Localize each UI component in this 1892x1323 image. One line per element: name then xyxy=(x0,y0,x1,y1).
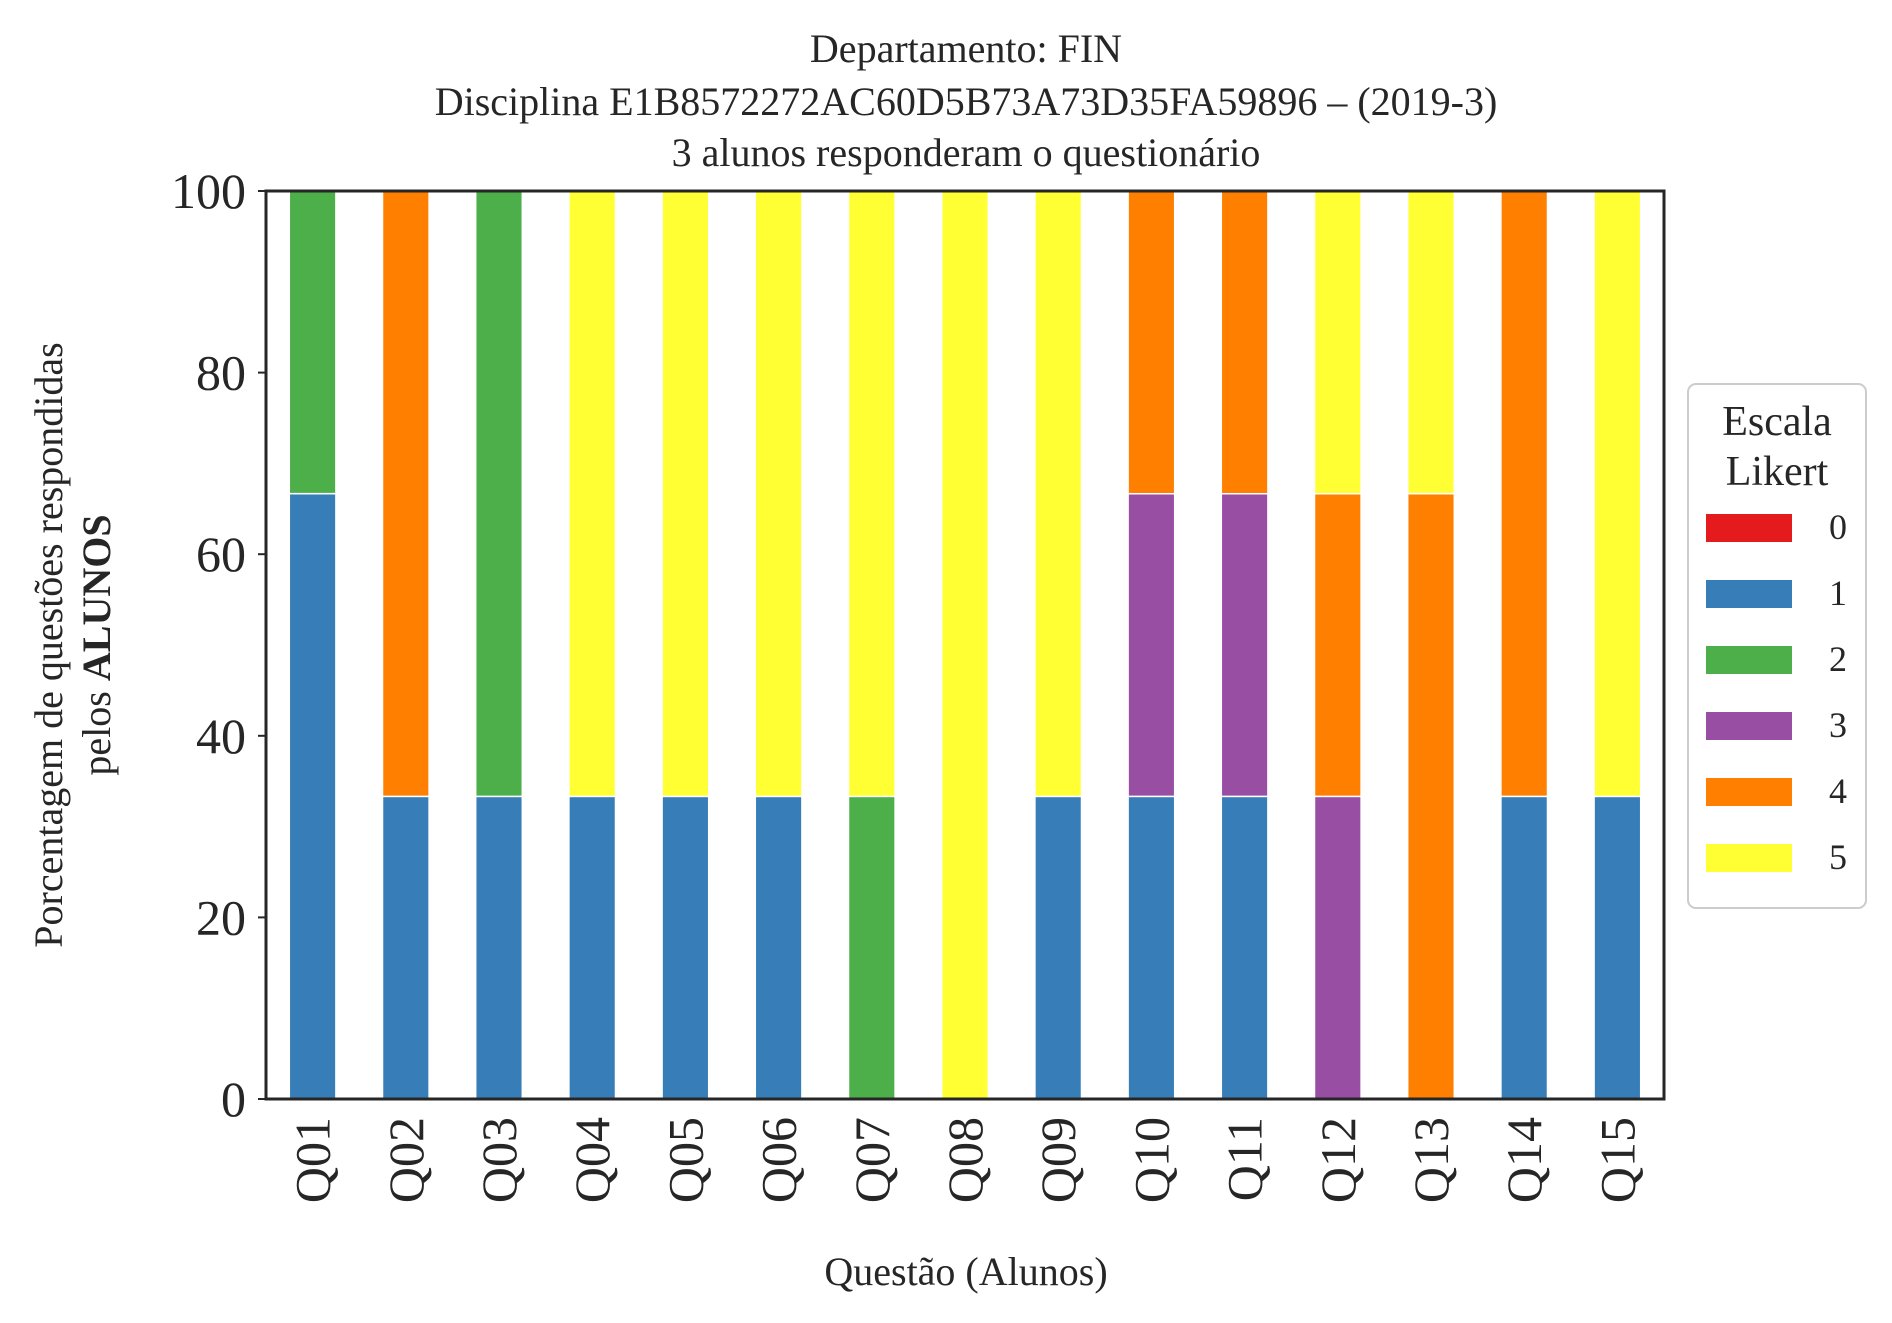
y-axis-ticks: 0 20 40 60 80 100 xyxy=(171,163,266,1127)
bar-q09-likert-5 xyxy=(1034,190,1083,798)
bar-q15-likert-5 xyxy=(1593,190,1642,798)
legend-label-0: 0 xyxy=(1829,507,1847,547)
bar-q13-likert-4 xyxy=(1406,492,1456,1100)
bar-q12-likert-3 xyxy=(1313,795,1362,1100)
x-tick-label-q07: Q07 xyxy=(844,1117,900,1203)
bar-q11-likert-3 xyxy=(1220,492,1269,798)
bar-q09-likert-1 xyxy=(1034,795,1083,1100)
bar-q07-likert-2 xyxy=(847,795,896,1100)
y-axis-label: Porcentagem de questões respondidas pelo… xyxy=(26,342,119,947)
legend-label-2: 2 xyxy=(1829,639,1847,679)
legend-items: 0 1 2 3 4 5 xyxy=(1706,507,1847,877)
x-tick-label-q06: Q06 xyxy=(751,1117,807,1203)
legend-swatch-4 xyxy=(1706,778,1792,806)
legend-label-5: 5 xyxy=(1829,837,1847,877)
x-tick-label-q09: Q09 xyxy=(1030,1117,1086,1203)
x-tick-label-q12: Q12 xyxy=(1310,1117,1366,1203)
bar-q08-likert-5 xyxy=(940,190,990,1100)
bar-q02-likert-1 xyxy=(381,795,430,1100)
y-axis-label-bold: ALUNOS xyxy=(74,514,119,681)
bar-q12-likert-5 xyxy=(1313,190,1362,495)
bar-q01-likert-1 xyxy=(288,492,337,1100)
plot-frame xyxy=(264,189,1666,1101)
x-axis-label: Questão (Alunos) xyxy=(824,1249,1107,1294)
legend-title-line-2: Likert xyxy=(1726,449,1829,495)
title-line-3: 3 alunos responderam o questionário xyxy=(672,130,1261,175)
bar-q07-likert-5 xyxy=(847,190,896,798)
bar-q04-likert-5 xyxy=(568,190,617,798)
bar-q15-likert-1 xyxy=(1593,795,1642,1100)
x-tick-label-q15: Q15 xyxy=(1589,1117,1645,1203)
x-tick-label-q13: Q13 xyxy=(1403,1117,1459,1203)
bar-q01-likert-2 xyxy=(288,190,337,495)
y-tick-label-100: 100 xyxy=(171,163,246,219)
legend-swatch-3 xyxy=(1706,712,1792,740)
bar-q14-likert-4 xyxy=(1500,190,1549,798)
bar-q11-likert-4 xyxy=(1220,190,1269,495)
bar-q13-likert-5 xyxy=(1406,190,1456,495)
bars xyxy=(288,190,1642,1100)
x-tick-label-q01: Q01 xyxy=(285,1117,341,1203)
legend-swatch-1 xyxy=(1706,580,1792,608)
legend-label-3: 3 xyxy=(1829,705,1847,745)
x-tick-label-q05: Q05 xyxy=(657,1117,713,1203)
x-axis-ticks: Q01 Q02 Q03 Q04 Q05 Q06 Q07 Q08 Q09 Q10 Q11 Q12 Q13 Q… xyxy=(285,1117,1646,1203)
legend-label-4: 4 xyxy=(1829,771,1847,811)
x-tick-label-q04: Q04 xyxy=(564,1117,620,1203)
bar-q03-likert-1 xyxy=(474,795,524,1100)
chart-title: Departamento: FIN Disciplina E1B8572272A… xyxy=(435,26,1498,175)
x-tick-label-q10: Q10 xyxy=(1123,1117,1179,1203)
title-line-1: Departamento: FIN xyxy=(810,26,1122,71)
legend-swatch-2 xyxy=(1706,646,1792,674)
x-tick-label-q11: Q11 xyxy=(1217,1117,1273,1201)
bar-q10-likert-1 xyxy=(1127,795,1176,1100)
x-tick-label-q03: Q03 xyxy=(471,1117,527,1203)
title-line-2: Disciplina E1B8572272AC60D5B73A73D35FA59… xyxy=(435,79,1498,124)
y-tick-label-80: 80 xyxy=(196,345,246,401)
legend-title-line-1: Escala xyxy=(1722,399,1832,445)
y-axis-label-line-2: pelos ALUNOS xyxy=(74,514,119,775)
bar-q02-likert-4 xyxy=(381,190,430,798)
y-tick-label-20: 20 xyxy=(196,889,246,945)
bar-q05-likert-5 xyxy=(661,190,710,798)
y-axis-label-prefix: pelos xyxy=(74,681,119,775)
legend-label-1: 1 xyxy=(1829,573,1847,613)
bar-q06-likert-5 xyxy=(754,190,803,798)
bar-q03-likert-2 xyxy=(474,190,524,798)
y-tick-label-60: 60 xyxy=(196,526,246,582)
bar-q06-likert-1 xyxy=(754,795,803,1100)
legend-swatch-5 xyxy=(1706,844,1792,872)
x-tick-label-q14: Q14 xyxy=(1496,1117,1552,1203)
y-axis-label-line-1: Porcentagem de questões respondidas xyxy=(26,342,71,947)
bar-q14-likert-1 xyxy=(1500,795,1549,1100)
bar-q05-likert-1 xyxy=(661,795,710,1100)
y-tick-label-0: 0 xyxy=(221,1071,246,1127)
x-tick-label-q08: Q08 xyxy=(937,1117,993,1203)
y-tick-label-40: 40 xyxy=(196,708,246,764)
x-tick-label-q02: Q02 xyxy=(378,1117,434,1203)
bar-q04-likert-1 xyxy=(568,795,617,1100)
bar-q10-likert-3 xyxy=(1127,492,1176,798)
bar-q12-likert-4 xyxy=(1313,492,1362,798)
legend: Escala Likert 0 1 2 3 4 5 xyxy=(1687,383,1867,909)
bar-q10-likert-4 xyxy=(1127,190,1176,495)
bar-q11-likert-1 xyxy=(1220,795,1269,1100)
legend-swatch-0 xyxy=(1706,514,1792,542)
